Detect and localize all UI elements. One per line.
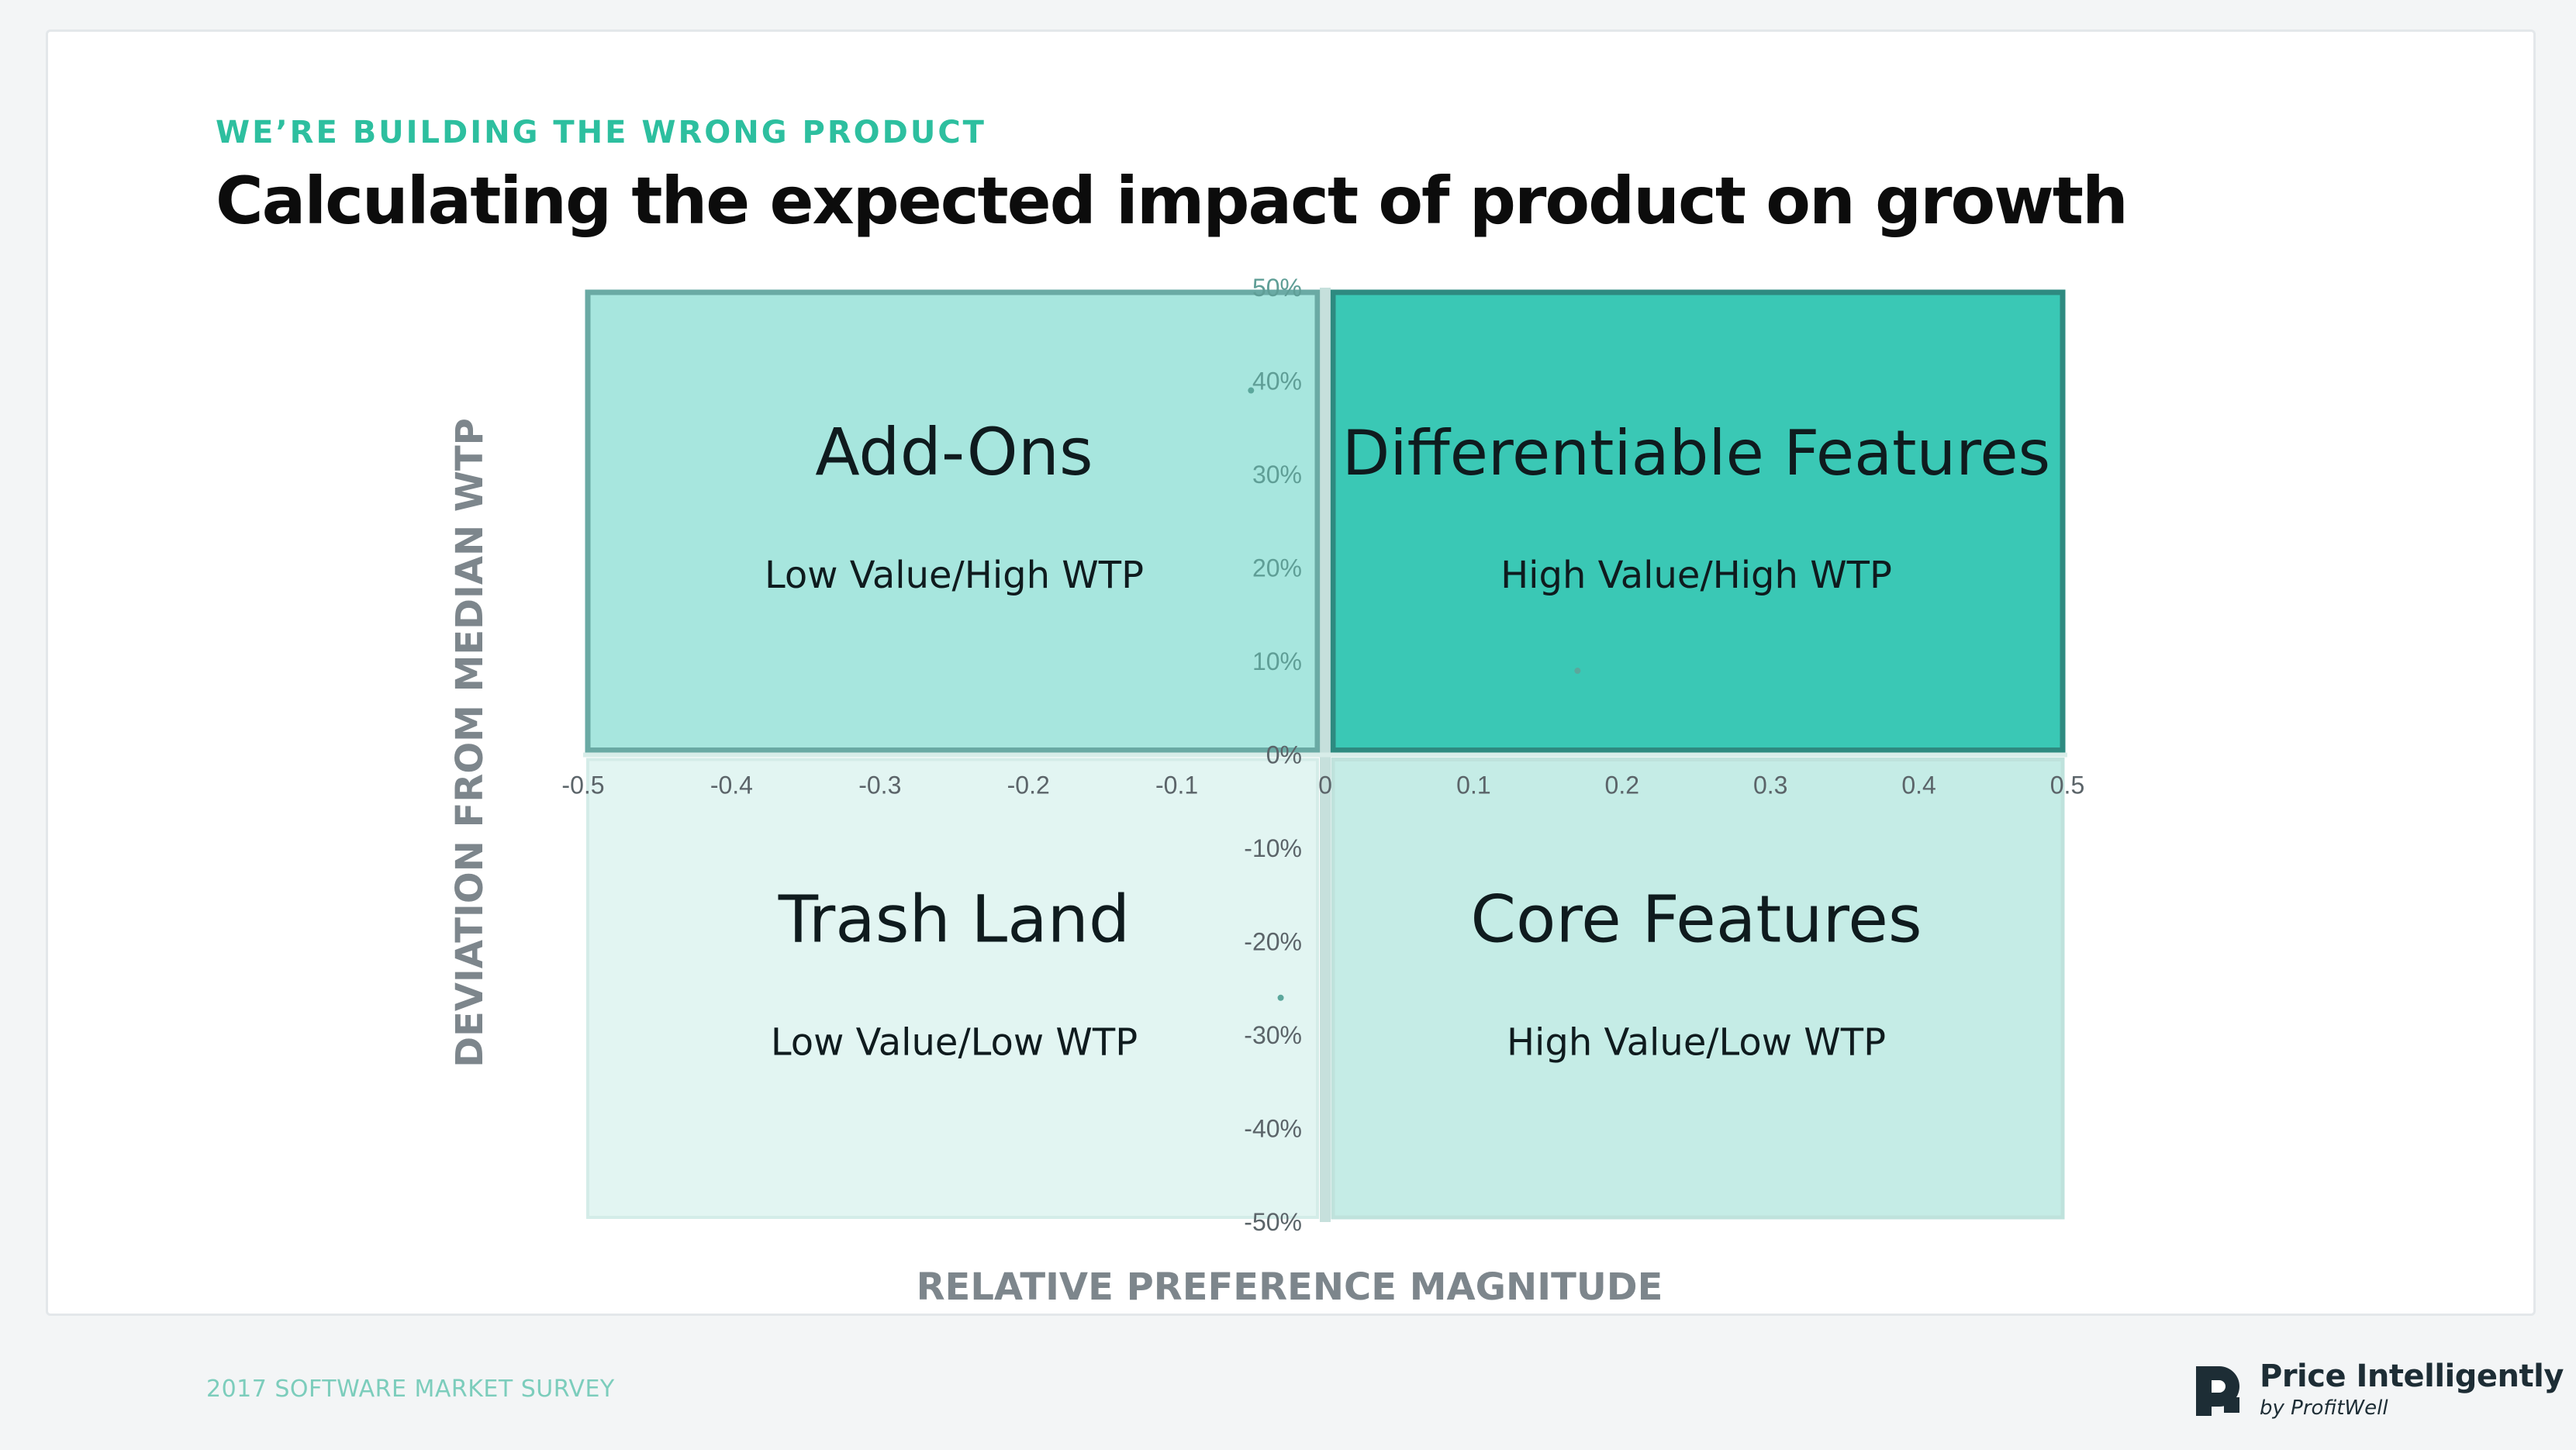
- quadrant-bottom-right: [1331, 758, 2065, 1220]
- tick-label-layer: -0.5 -0.4 -0.3 -0.2 -0.1 0 0.1 0.2 0.3 0.4 0.5 50% 4…: [561, 274, 2084, 1236]
- x-tick-label: 0: [1318, 772, 1332, 799]
- section-eyebrow: WE’RE BUILDING THE WRONG PRODUCT: [216, 115, 986, 150]
- brand-subtitle: by ProfitWell: [2260, 1396, 2388, 1420]
- x-tick-label: 0.5: [2050, 772, 2084, 799]
- quadrant-name: Differentiable Features: [1342, 417, 2050, 489]
- brand-name: Price Intelligently: [2260, 1359, 2564, 1394]
- quadrant-name: Add-Ons: [815, 414, 1093, 490]
- y-tick-label: -40%: [1244, 1115, 1302, 1143]
- quadrant-description: High Value/High WTP: [1500, 554, 1892, 597]
- brand-logo[interactable]: Price Intelligently by ProfitWell: [2193, 1361, 2564, 1418]
- x-axis-title: RELATIVE PREFERENCE MAGNITUDE: [917, 1265, 1663, 1309]
- y-tick-label: -10%: [1244, 834, 1302, 862]
- y-tick-label: -30%: [1244, 1021, 1302, 1049]
- price-intelligently-logo-icon: [2196, 1366, 2239, 1416]
- y-tick-label: -20%: [1244, 928, 1302, 956]
- axis-divider-layer: [583, 288, 2067, 1222]
- quadrant-description: Low Value/Low WTP: [771, 1021, 1138, 1065]
- y-axis-title: DEVIATION FROM MEDIAN WTP: [448, 418, 492, 1068]
- x-tick-label: -0.3: [858, 772, 901, 799]
- quadrant-name: Core Features: [1470, 882, 1922, 958]
- quadrant-top-right: [1330, 289, 2066, 753]
- quadrant-name: Trash Land: [778, 882, 1131, 958]
- quadrant-bottom-left: [586, 758, 1319, 1219]
- x-tick-label: -0.1: [1155, 772, 1198, 799]
- quadrant-description: Low Value/High WTP: [765, 554, 1144, 597]
- y-tick-label: 0%: [1266, 741, 1302, 769]
- x-tick-label: 0.2: [1605, 772, 1639, 799]
- x-tick-label: -0.2: [1007, 772, 1050, 799]
- y-tick-label: -50%: [1244, 1208, 1302, 1236]
- data-point: [1248, 387, 1255, 394]
- x-tick-label: -0.5: [561, 772, 604, 799]
- x-tick-label: 0.4: [1901, 772, 1935, 799]
- data-point: [1574, 668, 1581, 675]
- x-tick-label: 0.1: [1456, 772, 1490, 799]
- x-tick-label: -0.4: [710, 772, 753, 799]
- quadrant-top-left: [585, 289, 1321, 753]
- y-tick-label: 10%: [1252, 647, 1302, 675]
- y-tick-label: 30%: [1252, 461, 1302, 489]
- quadrant-layer: [585, 289, 2066, 1220]
- quadrant-label-layer: Add-Ons Low Value/High WTP Differentiable …: [765, 414, 2050, 1065]
- y-tick-label: 20%: [1252, 554, 1302, 582]
- quadrant-description: High Value/Low WTP: [1507, 1021, 1886, 1065]
- y-tick-label: 40%: [1252, 368, 1302, 395]
- x-tick-label: 0.3: [1753, 772, 1787, 799]
- footer-survey-label: 2017 SOFTWARE MARKET SURVEY: [206, 1376, 615, 1403]
- y-tick-label: 50%: [1252, 274, 1302, 302]
- data-point: [1277, 994, 1284, 1001]
- data-point-layer: [1248, 387, 1581, 1001]
- page-title: Calculating the expected impact of produ…: [216, 163, 2129, 239]
